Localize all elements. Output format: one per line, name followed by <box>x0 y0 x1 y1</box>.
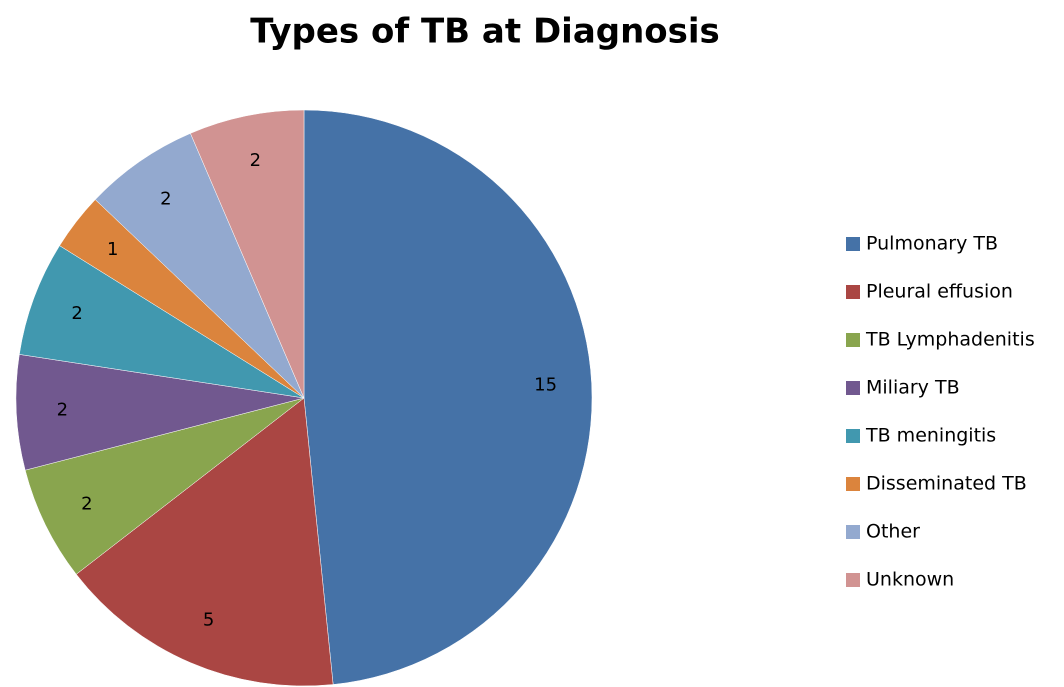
legend-swatch <box>846 525 860 539</box>
legend-label: Other <box>866 521 920 543</box>
legend-swatch <box>846 573 860 587</box>
pie-slice <box>303 109 593 685</box>
chart-title: Types of TB at Diagnosis <box>250 12 720 52</box>
data-label: 1 <box>107 239 118 260</box>
legend-swatch <box>846 333 860 347</box>
legend-label: Disseminated TB <box>866 473 1027 495</box>
data-label: 2 <box>71 303 82 324</box>
legend-label: Pleural effusion <box>866 281 1013 303</box>
pie-slice <box>190 109 305 399</box>
data-label: 2 <box>160 188 171 209</box>
legend-label: Unknown <box>866 569 954 591</box>
legend-swatch <box>846 477 860 491</box>
legend-label: TB meningitis <box>865 425 996 447</box>
pie-slice <box>24 397 305 575</box>
legend-label: TB Lymphadenitis <box>865 329 1035 351</box>
legend-swatch <box>846 381 860 395</box>
pie-slice <box>94 133 305 399</box>
legend-swatch <box>846 429 860 443</box>
legend-swatch <box>846 285 860 299</box>
data-label: 2 <box>57 399 68 420</box>
data-label: 2 <box>250 150 261 171</box>
data-label: 2 <box>81 494 92 515</box>
pie-slice <box>19 245 305 399</box>
pie-slice <box>75 397 334 687</box>
data-label: 5 <box>203 609 214 630</box>
pie-slice <box>15 354 305 471</box>
legend-swatch <box>846 237 860 251</box>
legend-label: Miliary TB <box>866 377 960 399</box>
data-label: 15 <box>534 375 557 396</box>
legend-label: Pulmonary TB <box>866 233 998 255</box>
